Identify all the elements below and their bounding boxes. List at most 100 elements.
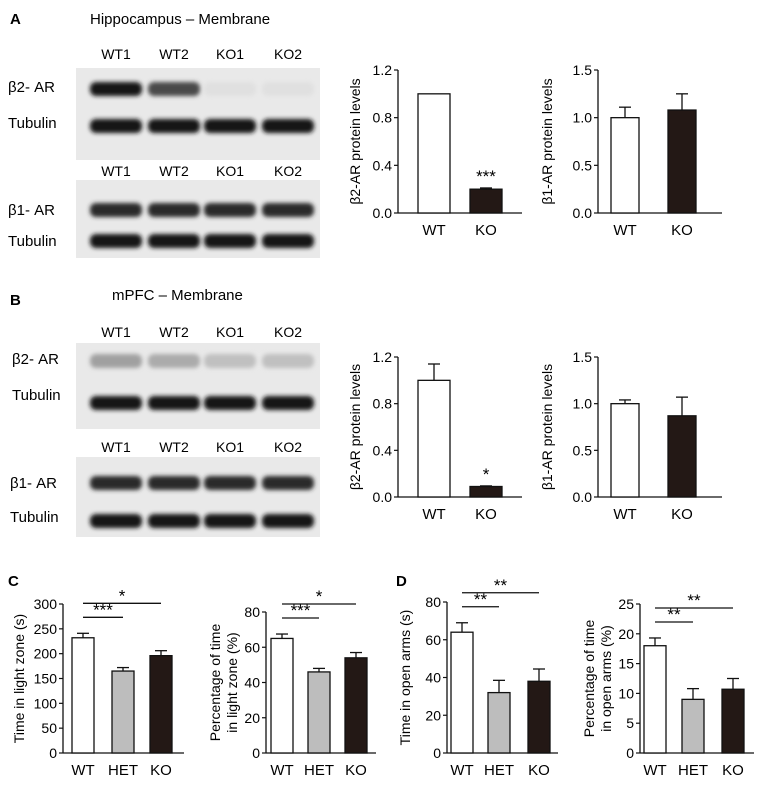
y-tick-label: 20: [618, 626, 634, 642]
y-tick-label: 60: [425, 632, 441, 648]
blot-band: [148, 476, 200, 490]
blot-band: [148, 119, 200, 133]
blot-band: [262, 514, 314, 528]
x-tick-label: HET: [108, 762, 138, 779]
bar-het: [111, 670, 135, 754]
blot-band: [90, 396, 142, 410]
blot-lane-label: WT1: [101, 163, 131, 179]
x-tick-label: WT: [422, 506, 445, 523]
blot-lane-label: KO1: [216, 324, 244, 340]
blot-band: [148, 514, 200, 528]
blot-band: [204, 234, 256, 248]
y-tick-label: 20: [425, 707, 441, 723]
blot-band: [148, 396, 200, 410]
bar-het: [487, 691, 511, 754]
blot-band: [148, 203, 200, 217]
y-tick-label: 10: [618, 685, 634, 701]
y-tick-label: 0: [49, 745, 57, 761]
bar-ko: [667, 109, 697, 214]
bar-ko: [469, 188, 503, 214]
bar-wt: [450, 631, 474, 754]
blot-band: [148, 354, 200, 368]
blot-mpfc-beta1: WT1 WT2 KO1 KO2 β1- AR Tubulin: [10, 439, 320, 537]
significance-label: ***: [93, 600, 113, 619]
blot-band: [90, 203, 142, 217]
x-tick-label: WT: [422, 222, 445, 239]
panel-d-letter: D: [396, 573, 407, 590]
x-tick-label: KO: [671, 222, 693, 239]
x-tick-label: WT: [270, 762, 293, 779]
x-tick-label: KO: [722, 762, 744, 779]
blot-lane-label: WT1: [101, 439, 131, 455]
y-axis-label: β2-AR protein levels: [347, 364, 363, 490]
blot-lane-label: WT1: [101, 46, 131, 62]
chart-percentage-open-arms: 0 5 10 15 20 25 Percentage of time in open arms…: [581, 591, 754, 779]
bar-het: [681, 698, 705, 754]
bar-ko: [667, 415, 697, 498]
blot-band: [262, 476, 314, 490]
y-tick-label: 1.2: [373, 349, 393, 365]
x-tick-label: KO: [671, 506, 693, 523]
x-tick-label: HET: [304, 762, 334, 779]
y-tick-label: 0.8: [373, 110, 393, 126]
blot-lane-label: WT2: [159, 324, 189, 340]
y-axis-label: Percentage of time: [581, 620, 597, 738]
x-tick-label: KO: [345, 762, 367, 779]
bar-ko: [469, 485, 503, 498]
y-axis-label: β1-AR protein levels: [539, 364, 555, 490]
blot-band: [262, 234, 314, 248]
y-tick-label: 20: [244, 710, 260, 726]
blot-band: [90, 514, 142, 528]
x-tick-label: KO: [475, 222, 497, 239]
y-tick-label: 0: [626, 745, 634, 761]
y-tick-label: 5: [626, 715, 634, 731]
blot-band: [204, 476, 256, 490]
y-tick-label: 0: [252, 745, 260, 761]
blot-lane-label: KO2: [274, 324, 302, 340]
blot-band: [262, 396, 314, 410]
blot-row-label: Tubulin: [12, 387, 61, 404]
blot-band: [204, 119, 256, 133]
blot-band: [262, 119, 314, 133]
bar-het: [307, 671, 331, 754]
y-tick-label: 0.0: [573, 489, 593, 505]
y-tick-label: 0.4: [373, 442, 393, 458]
y-tick-label: 0.4: [373, 157, 393, 173]
y-tick-label: 1.5: [573, 349, 593, 365]
x-tick-label: KO: [528, 762, 550, 779]
y-tick-label: 0.8: [373, 396, 393, 412]
significance-label: *: [483, 465, 490, 484]
y-axis-label: in light zone (%): [224, 632, 240, 732]
bar-wt: [610, 403, 640, 498]
x-tick-label: HET: [678, 762, 708, 779]
y-tick-label: 40: [425, 670, 441, 686]
blot-lane-label: KO2: [274, 46, 302, 62]
y-tick-label: 50: [41, 720, 57, 736]
x-tick-label: WT: [613, 506, 636, 523]
y-tick-label: 250: [34, 621, 58, 637]
y-tick-label: 200: [34, 646, 58, 662]
bar-ko: [344, 657, 368, 754]
chart-hippocampus-beta2-levels: 0.0 0.4 0.8 1.2 β2-AR protein levels WT KO ***: [347, 62, 522, 239]
y-tick-label: 60: [244, 639, 260, 655]
bar-ko: [527, 680, 551, 754]
chart-percentage-light-zone: 0 20 40 60 80 Percentage of time in light zone…: [207, 587, 376, 779]
blot-hippocampus-beta2: WT1 WT2 KO1 KO2 β2- AR Tubulin: [8, 46, 320, 160]
blot-band: [90, 234, 142, 248]
blot-band: [148, 234, 200, 248]
chart-mpfc-beta1-levels: 0.0 0.5 1.0 1.5 β1-AR protein levels WT KO: [539, 349, 722, 523]
x-tick-label: WT: [613, 222, 636, 239]
blot-row-label: β1- AR: [8, 202, 55, 219]
blot-band: [204, 82, 256, 96]
significance-label: **: [474, 590, 488, 609]
bar-wt: [417, 93, 451, 214]
y-tick-label: 1.0: [573, 110, 593, 126]
blot-band: [148, 82, 200, 96]
y-axis-label: β2-AR protein levels: [347, 78, 363, 204]
chart-time-open-arms: 0 20 40 60 80 Time in open arms (s) WT HET KO ** *…: [397, 576, 558, 779]
significance-label: **: [667, 605, 681, 624]
blot-band: [204, 354, 256, 368]
blot-band: [204, 514, 256, 528]
panel-c-letter: C: [8, 573, 19, 590]
